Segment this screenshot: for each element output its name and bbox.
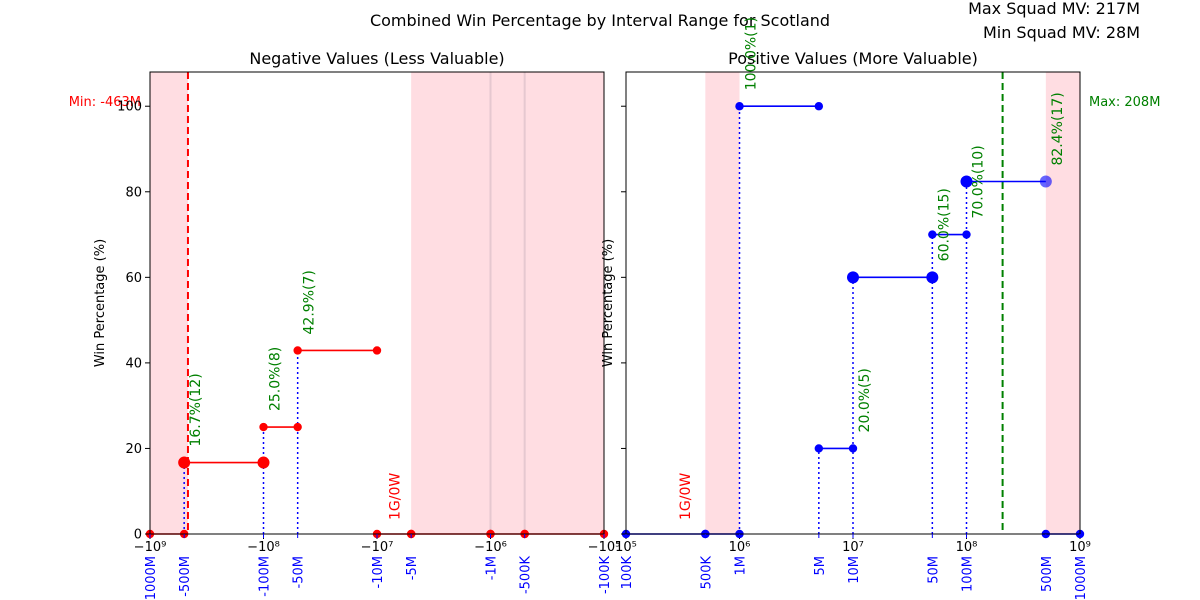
- negative-point-end-1: [257, 456, 270, 469]
- negative-data-label-3: 42.9%(7): [302, 270, 318, 334]
- positive-boundary-label-0: 100K: [620, 556, 635, 590]
- negative-y-tick-label-5: 100: [117, 100, 142, 115]
- negative-y-axis-label: Win Percentage (%): [93, 239, 108, 367]
- positive-boundary-label-3: 5M: [813, 556, 828, 576]
- negative-boundary-label-6: -1M: [485, 556, 500, 580]
- positive-data-label-6: 70.0%(10): [971, 145, 987, 218]
- negative-data-label-1: 16.7%(12): [188, 373, 204, 446]
- positive-x-tick-label-0: 10⁵: [615, 540, 637, 555]
- negative-values-panel: Negative Values (Less Valuable) Win Perc…: [69, 49, 621, 600]
- negative-zero-label: 1G/0W: [388, 473, 404, 520]
- positive-point-start-2: [735, 102, 744, 111]
- negative-y-tick-label-0: 0: [134, 528, 142, 543]
- positive-point-end-5: [962, 230, 971, 239]
- negative-y-tick-label-4: 80: [125, 185, 142, 200]
- negative-point-start-2: [259, 422, 268, 432]
- positive-point-start-3: [814, 444, 824, 453]
- positive-reference-label: Max: 208M: [1089, 95, 1160, 110]
- negative-boundary-label-7: -500K: [519, 556, 534, 595]
- positive-boundary-label-1: 500K: [699, 556, 714, 590]
- positive-point-start-6: [960, 175, 973, 188]
- negative-boundary-label-2: -100M: [258, 556, 273, 597]
- negative-point-start-1: [178, 456, 191, 469]
- positive-data-label-5: 60.0%(15): [936, 188, 952, 261]
- positive-point-end-3: [848, 444, 858, 453]
- negative-point-start-3: [293, 346, 302, 355]
- negative-y-tick-label-2: 40: [125, 356, 142, 371]
- negative-x-tick-label-0: −10⁹: [134, 540, 167, 555]
- positive-boundary-label-5: 50M: [926, 556, 941, 584]
- positive-point-end-4: [926, 271, 939, 284]
- positive-x-tick-label-4: 10⁹: [1069, 540, 1091, 555]
- positive-boundary-label-6: 100M: [961, 556, 976, 592]
- max-squad-label: Max Squad MV: 217M: [968, 0, 1140, 18]
- min-squad-label: Min Squad MV: 28M: [983, 23, 1140, 42]
- positive-x-tick-label-3: 10⁸: [956, 540, 978, 555]
- positive-point-start-4: [847, 271, 859, 284]
- negative-x-tick-label-2: −10⁷: [361, 540, 394, 555]
- negative-data-label-2: 25.0%(8): [268, 347, 284, 411]
- positive-boundary-label-7: 500M: [1040, 556, 1055, 592]
- negative-shaded-range-0: [150, 72, 188, 534]
- positive-panel-title: Positive Values (More Valuable): [728, 49, 978, 68]
- negative-boundary-label-1: -500M: [178, 556, 193, 597]
- negative-panel-title: Negative Values (Less Valuable): [249, 49, 504, 68]
- positive-shaded-range-0: [705, 72, 740, 534]
- negative-reference-label: Min: -463M: [69, 95, 141, 110]
- positive-boundary-label-4: 10M: [847, 556, 862, 584]
- positive-values-panel: Positive Values (More Valuable) Win Perc…: [601, 17, 1160, 600]
- negative-point-end-3: [372, 346, 382, 355]
- negative-boundary-label-4: -10M: [371, 556, 386, 588]
- negative-shaded-range-1: [411, 72, 604, 534]
- negative-point-end-2: [293, 422, 302, 432]
- positive-point-start-5: [928, 230, 937, 239]
- negative-y-tick-label-1: 20: [125, 442, 142, 457]
- positive-point-end-6: [1039, 175, 1052, 188]
- negative-boundary-label-3: -50M: [292, 556, 307, 588]
- positive-boundary-label-8: 1000M: [1074, 556, 1089, 600]
- positive-data-label-7: 82.4%(17): [1050, 92, 1066, 165]
- positive-data-label-4: 20.0%(5): [857, 368, 873, 432]
- negative-boundary-label-8: -100K: [598, 556, 613, 595]
- positive-data-label-2: 100.0%(1): [744, 17, 760, 90]
- positive-point-end-2: [814, 102, 824, 111]
- positive-zero-label: 1G/0W: [678, 473, 694, 520]
- positive-y-axis-label: Win Percentage (%): [601, 239, 616, 367]
- negative-boundary-label-5: -5M: [405, 556, 420, 580]
- positive-x-tick-label-1: 10⁶: [729, 540, 751, 555]
- negative-x-tick-label-1: −10⁸: [247, 540, 280, 555]
- positive-shaded-range-1: [1045, 72, 1080, 534]
- positive-boundary-label-2: 1M: [734, 556, 749, 576]
- positive-x-tick-label-2: 10⁷: [842, 540, 864, 555]
- negative-x-tick-label-3: −10⁶: [474, 540, 507, 555]
- negative-x-tick-label-4: −10⁵: [588, 540, 621, 555]
- negative-boundary-label-0: -1000M: [144, 556, 159, 600]
- negative-y-tick-label-3: 60: [125, 271, 142, 286]
- figure-title: Combined Win Percentage by Interval Rang…: [370, 11, 830, 30]
